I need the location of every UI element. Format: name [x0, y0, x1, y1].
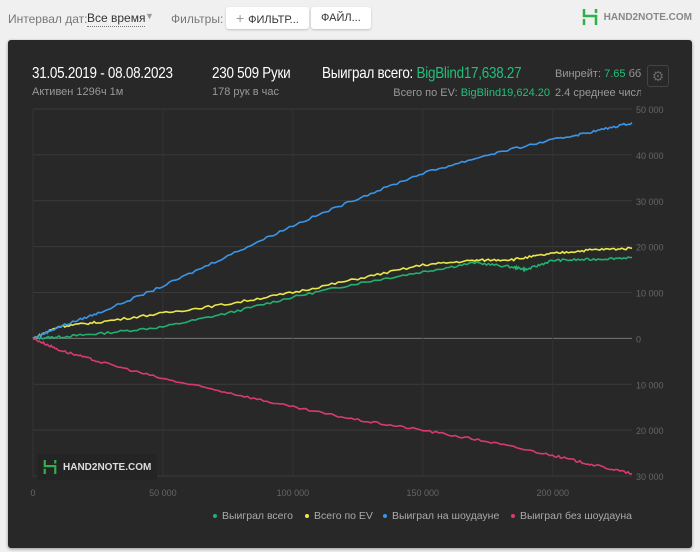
legend-label: Выиграл всего — [222, 510, 293, 522]
x-tick-label: 150 000 — [407, 488, 440, 498]
legend-non-showdown[interactable]: Выиграл без шоудауна — [511, 510, 632, 522]
winrate: Винрейт: 7.65 бб/ — [555, 68, 641, 81]
watermark-text: HAND2NOTE.COM — [63, 461, 152, 473]
y-tick-label: 50 000 — [636, 105, 664, 115]
chart-svg: 50 000 40 000 30 000 20 000 10 000 0 10 000 20 … — [30, 105, 664, 498]
legend-dot — [213, 514, 217, 519]
date-range: 31.05.2019 - 08.08.2023 — [32, 65, 173, 82]
hands-count: 230 509 Руки — [212, 65, 291, 82]
ev-label: Всего по EV: — [393, 87, 458, 99]
y-tick-label: 0 — [636, 334, 641, 344]
add-filter-button[interactable]: + ФИЛЬТР... — [226, 7, 309, 29]
ev-value: BigBlind19,624.20 — [460, 87, 550, 99]
y-tick-label: 20 000 — [636, 243, 664, 253]
y-tick-label: 10 000 — [636, 380, 664, 390]
legend-label: Выиграл без шоудауна — [520, 510, 632, 522]
watermark: HAND2NOTE.COM — [37, 454, 157, 480]
y-tick-label: 30 000 — [636, 197, 664, 207]
x-tick-label: 50 000 — [149, 488, 177, 498]
won-total-value: BigBlind17,638.27 — [416, 65, 522, 82]
won-total: Выиграл всего: BigBlind17,638.27 — [322, 65, 522, 83]
x-tick-label: 0 — [30, 488, 35, 498]
legend-dot — [511, 514, 515, 519]
y-tick-label: 20 000 — [636, 426, 664, 436]
legend-dot — [305, 514, 309, 519]
y-tick-label: 40 000 — [636, 151, 664, 161]
x-tick-label: 100 000 — [277, 488, 310, 498]
y-tick-label: 10 000 — [636, 289, 664, 299]
series-line-1 — [32, 246, 633, 340]
series-line-2 — [32, 122, 633, 340]
x-tick-label: 200 000 — [536, 488, 569, 498]
legend-label: Всего по EV — [314, 510, 373, 522]
legend-label: Выиграл на шоудауне — [392, 510, 500, 522]
ev-total: Всего по EV: BigBlind19,624.20 — [393, 87, 550, 100]
hands-per-hour: 178 рук в час — [212, 86, 280, 98]
winrate-label: Винрейт: — [555, 68, 602, 80]
graph-panel: 31.05.2019 - 08.08.2023 Активен 1296ч 1м… — [8, 40, 692, 548]
hand2note-logo: HAND2NOTE.COM — [582, 8, 692, 26]
legend-showdown[interactable]: Выиграл на шоудауне — [383, 510, 499, 522]
date-interval-select[interactable]: Все время — [87, 11, 146, 27]
winrate-value: 7.65 — [604, 68, 626, 80]
y-tick-label: 30 000 — [636, 472, 664, 482]
avg-stat: 2.4 среднее числ — [555, 87, 641, 99]
logo-text: HAND2NOTE.COM — [603, 11, 692, 23]
plus-icon: + — [236, 10, 249, 26]
series-line-3 — [32, 337, 633, 475]
file-button[interactable]: ФАЙЛ... — [311, 7, 371, 29]
settings-gear-icon[interactable]: ⚙ — [647, 65, 669, 87]
legend-dot — [383, 514, 387, 519]
toolbar: Интервал дат: Все время ▼ Фильтры: + ФИЛ… — [0, 0, 700, 38]
legend-won-total[interactable]: Выиграл всего — [213, 510, 293, 522]
winrate-unit: бб/ — [628, 68, 641, 80]
series-line-0 — [32, 256, 632, 341]
won-total-label: Выиграл всего: — [322, 65, 414, 82]
active-time: Активен 1296ч 1м — [32, 86, 124, 98]
filters-label: Фильтры: — [171, 12, 224, 26]
chevron-down-icon[interactable]: ▼ — [145, 11, 154, 21]
filter-button-label: ФИЛЬТР... — [248, 14, 299, 26]
legend-ev[interactable]: Всего по EV — [305, 510, 373, 522]
date-interval-label: Интервал дат: — [8, 12, 88, 26]
